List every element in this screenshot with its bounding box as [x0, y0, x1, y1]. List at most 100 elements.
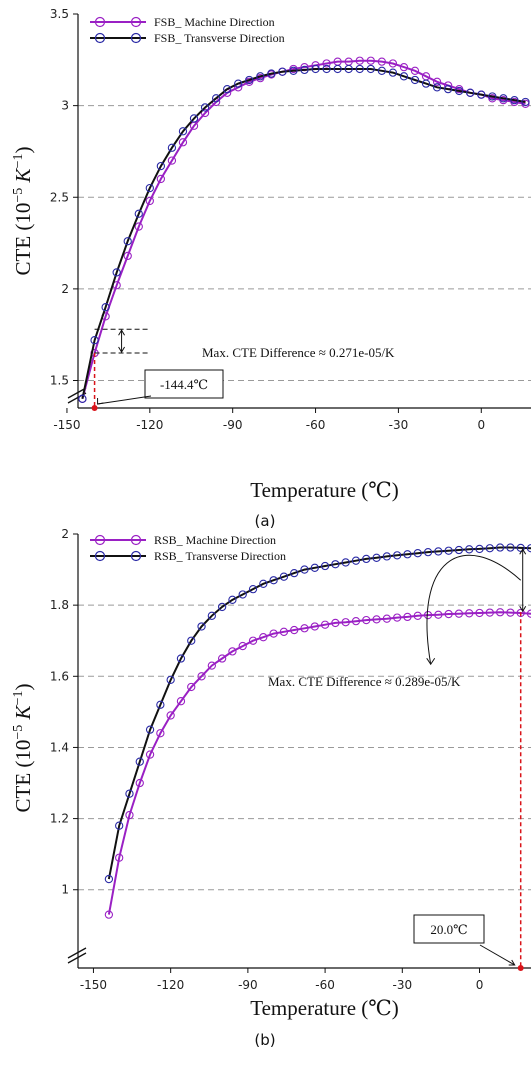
chart-panel-a: 1.5 2 2.5 3 3.5 -150 -120 -90 -60 -30 0 Temperature… [11, 7, 531, 530]
data-point-transverse [399, 72, 409, 81]
data-point-machine [372, 615, 381, 624]
data-point-transverse [434, 547, 443, 556]
data-point-machine [454, 609, 464, 618]
data-point-transverse [454, 545, 464, 555]
legend-marker [94, 534, 106, 546]
x-tick-label: -90 [238, 978, 258, 992]
data-point-machine [382, 614, 392, 623]
y-axis-label-part: CTE (10 [11, 203, 35, 276]
data-point-transverse [495, 543, 505, 552]
data-point-transverse [410, 75, 420, 85]
x-tick-label: -30 [389, 418, 409, 432]
data-point-machine [393, 613, 402, 622]
data-point-machine [217, 654, 227, 663]
y-tick-label: 2.5 [50, 190, 69, 204]
data-point-machine [259, 633, 268, 642]
data-point-transverse [176, 654, 186, 663]
data-point-machine [207, 661, 216, 670]
data-point-machine [167, 156, 177, 165]
data-point-transverse [320, 561, 330, 571]
data-point-machine [279, 627, 289, 636]
data-point-machine [178, 138, 188, 147]
data-point-transverse [178, 127, 188, 136]
y-tick-label: 1.2 [50, 812, 69, 826]
x-tick-label: -90 [223, 418, 243, 432]
data-point-transverse [189, 114, 199, 123]
data-point-machine [134, 222, 143, 231]
data-point-transverse [259, 579, 268, 588]
difference-arrowhead [519, 606, 527, 613]
data-point-machine [485, 608, 494, 617]
data-point-machine [300, 624, 309, 633]
temperature-label-box [144, 369, 224, 399]
data-point-transverse [197, 622, 206, 631]
data-point-transverse [156, 700, 165, 709]
data-point-transverse [90, 336, 99, 345]
x-tick-label: -60 [315, 978, 335, 992]
data-point-machine [351, 617, 361, 626]
data-point-transverse [366, 64, 375, 74]
legend-label: RSB_ Machine Direction [154, 533, 276, 547]
data-point-transverse [393, 551, 402, 560]
data-point-machine [475, 608, 484, 618]
data-point-machine [228, 647, 237, 656]
y-tick-label: 1.4 [50, 740, 69, 754]
data-point-machine [104, 910, 114, 919]
data-point-machine [197, 672, 206, 681]
temperature-label: -144.4℃ [160, 377, 208, 392]
data-point-transverse [135, 757, 144, 766]
difference-arrowhead [118, 329, 126, 336]
data-point-machine [432, 77, 442, 86]
data-point-transverse [300, 565, 309, 574]
data-point-machine [413, 611, 422, 620]
data-point-transverse [485, 544, 494, 553]
data-point-transverse [443, 84, 453, 94]
data-point-transverse [207, 611, 216, 620]
data-point-machine [115, 853, 124, 862]
data-point-machine [187, 682, 196, 692]
data-point-transverse [115, 821, 124, 830]
difference-callout-arrowhead [426, 657, 436, 666]
panel-caption: (a) [255, 512, 276, 530]
data-point-machine [331, 618, 340, 628]
temperature-label-box [413, 914, 485, 944]
data-point-machine [506, 608, 515, 617]
y-tick-label: 1 [61, 883, 69, 897]
data-point-transverse [300, 65, 309, 75]
data-point-machine [403, 612, 412, 622]
y-tick-label: 2 [61, 527, 69, 541]
legend-marker [130, 32, 142, 44]
data-point-machine [145, 750, 155, 759]
data-point-machine [248, 636, 258, 645]
data-point-machine [388, 59, 398, 68]
data-point-transverse [506, 543, 515, 552]
data-point-transverse [278, 67, 287, 76]
data-point-machine [434, 610, 443, 619]
data-point-machine [341, 618, 350, 627]
data-point-machine [123, 251, 132, 261]
legend-label: RSB_ Transverse Direction [154, 549, 286, 563]
data-point-transverse [228, 595, 237, 604]
data-point-machine [310, 622, 319, 631]
x-tick-label: -60 [306, 418, 326, 432]
data-point-transverse [333, 64, 342, 74]
legend-marker [130, 534, 142, 546]
data-point-transverse [466, 88, 475, 97]
x-tick-label: -150 [80, 978, 107, 992]
data-point-transverse [351, 556, 361, 565]
data-point-transverse [526, 544, 531, 553]
data-point-transverse [311, 64, 320, 74]
data-point-machine [269, 629, 278, 638]
data-point-machine [465, 609, 474, 618]
data-point-machine [322, 59, 331, 68]
data-point-transverse [423, 547, 433, 557]
y-axis-label: CTE (10−5 K−1) [11, 147, 35, 276]
legend-marker [130, 550, 142, 562]
data-point-machine [399, 62, 409, 72]
data-point-machine [135, 778, 144, 788]
y-axis-label-part: −1 [11, 691, 26, 706]
difference-arrowhead [519, 548, 527, 555]
axis-break-mark [67, 947, 87, 959]
data-point-transverse [104, 874, 114, 884]
temperature-label-pointer [97, 395, 152, 405]
